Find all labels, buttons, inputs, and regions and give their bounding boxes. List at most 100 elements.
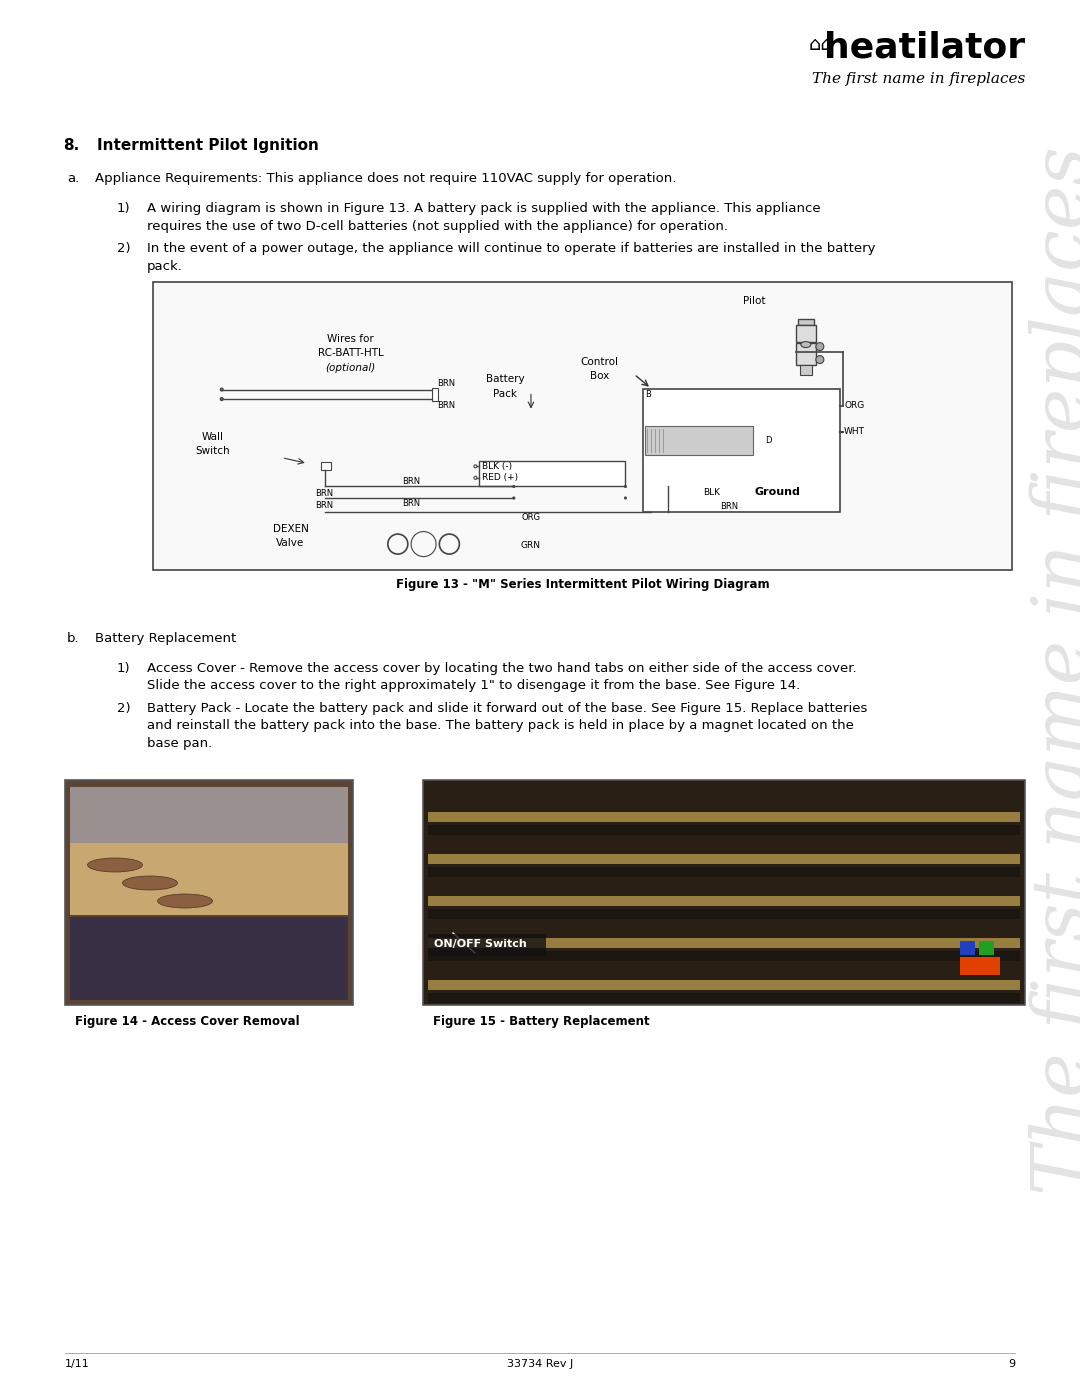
Bar [428,826,1020,835]
Text: In the event of a power outage, the appliance will continue to operate if batter: In the event of a power outage, the appl… [147,242,876,256]
Bar [798,319,814,324]
Bar [65,780,353,1004]
Bar [428,935,546,956]
Bar [960,957,1000,975]
Text: GRN: GRN [521,541,541,550]
Circle shape [815,342,824,351]
Text: WHT: WHT [845,427,865,436]
Text: BRN: BRN [314,489,333,499]
Circle shape [624,497,626,499]
Bar [70,916,348,1000]
Text: Wall: Wall [202,432,225,441]
Circle shape [624,485,626,488]
Bar [432,387,438,401]
Bar [428,812,1020,821]
Bar [428,868,1020,877]
Text: Battery: Battery [486,374,525,384]
Text: BRN: BRN [314,502,333,510]
Circle shape [513,497,515,499]
Text: Figure 13 - "M" Series Intermittent Pilot Wiring Diagram: Figure 13 - "M" Series Intermittent Pilo… [395,578,769,591]
Text: Box: Box [590,372,609,381]
Circle shape [513,485,515,488]
Text: 8.: 8. [63,138,79,154]
Bar [480,461,625,486]
Text: pack.: pack. [147,260,183,272]
Text: Ground: Ground [754,488,800,497]
Circle shape [220,398,224,401]
Bar [645,426,753,455]
Bar [978,942,994,956]
Text: BRN: BRN [402,499,420,507]
Text: Wires for: Wires for [327,334,374,344]
Ellipse shape [122,876,177,890]
Text: 9: 9 [1008,1359,1015,1369]
Bar [428,854,1020,863]
Text: Control: Control [581,356,619,367]
Text: Appliance Requirements: This appliance does not require 110VAC supply for operat: Appliance Requirements: This appliance d… [95,172,676,184]
Text: D: D [765,436,771,444]
Text: The first name in fireplaces: The first name in fireplaces [1028,147,1080,1194]
Circle shape [220,388,224,391]
Text: 1): 1) [117,203,131,215]
Text: requires the use of two D-cell batteries (not supplied with the appliance) for o: requires the use of two D-cell batteries… [147,219,728,232]
Bar [796,324,815,341]
Text: (optional): (optional) [325,363,376,373]
Bar [960,942,975,956]
Text: 1/11: 1/11 [65,1359,90,1369]
Text: 2): 2) [117,703,131,715]
Text: base pan.: base pan. [147,738,213,750]
Bar [428,981,1020,990]
Bar [428,895,1020,907]
Circle shape [815,356,824,363]
Text: RC-BATT-HTL: RC-BATT-HTL [318,348,383,358]
Text: A wiring diagram is shown in Figure 13. A battery pack is supplied with the appl: A wiring diagram is shown in Figure 13. … [147,203,821,215]
Bar [428,909,1020,919]
Text: Access Cover - Remove the access cover by locating the two hand tabs on either s: Access Cover - Remove the access cover b… [147,662,856,675]
Text: 2): 2) [117,242,131,256]
Bar [800,365,812,374]
Text: RED (+): RED (+) [483,474,518,482]
Circle shape [474,465,477,468]
Bar [70,787,348,845]
Text: Battery Replacement: Battery Replacement [95,631,237,645]
Text: Valve: Valve [276,538,305,548]
Bar [321,462,330,471]
Text: BRN: BRN [437,379,456,387]
Text: Slide the access cover to the right approximately 1" to disengage it from the ba: Slide the access cover to the right appr… [147,679,800,693]
Text: BLK: BLK [703,488,719,497]
Text: The first name in fireplaces: The first name in fireplaces [812,73,1025,87]
Ellipse shape [87,858,143,872]
Text: 1): 1) [117,662,131,675]
Bar [643,388,840,513]
Bar [428,993,1020,1003]
Text: Pack: Pack [494,388,517,398]
Text: Battery Pack - Locate the battery pack and slide it forward out of the base. See: Battery Pack - Locate the battery pack a… [147,703,867,715]
Text: ORG: ORG [522,514,540,522]
Text: BRN: BRN [437,401,456,411]
Text: ORG: ORG [845,401,864,411]
Text: a.: a. [67,172,79,184]
Text: heatilator: heatilator [824,29,1025,64]
Text: BRN: BRN [402,476,420,486]
Text: ON/OFF Switch: ON/OFF Switch [434,939,527,949]
Ellipse shape [158,894,213,908]
Text: and reinstall the battery pack into the base. The battery pack is held in place : and reinstall the battery pack into the … [147,719,854,732]
Bar [796,342,815,365]
Text: Figure 14 - Access Cover Removal: Figure 14 - Access Cover Removal [75,1016,299,1028]
Text: b.: b. [67,631,80,645]
Text: BRN: BRN [720,502,738,511]
Text: Pilot: Pilot [743,296,766,306]
Bar [428,937,1020,949]
Text: Intermittent Pilot Ignition: Intermittent Pilot Ignition [97,138,319,154]
Ellipse shape [801,341,811,348]
Bar [70,842,348,915]
Bar [423,780,1025,1004]
Text: 33734 Rev J: 33734 Rev J [507,1359,573,1369]
Text: DEXEN: DEXEN [272,524,309,534]
Bar [428,951,1020,961]
Text: BLK (-): BLK (-) [483,462,513,471]
Text: B: B [645,390,650,398]
Text: ⌂⌂: ⌂⌂ [808,35,833,54]
Text: Switch: Switch [195,446,230,457]
Bar [153,282,1012,570]
